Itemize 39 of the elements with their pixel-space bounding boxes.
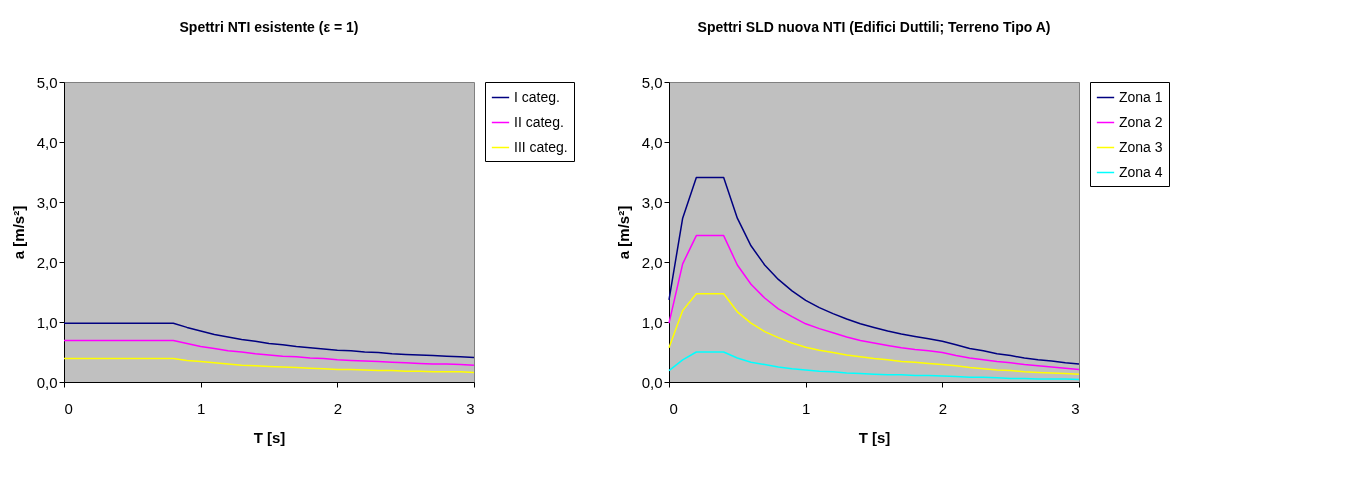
legend-label: Zona 4	[1119, 163, 1163, 180]
y-tick-label: 3,0	[641, 193, 663, 211]
y-tick-label: 1,0	[36, 313, 58, 331]
x-tick-label: 3	[1071, 399, 1080, 417]
legend-label: Zona 3	[1119, 138, 1163, 155]
legend-label: Zona 1	[1119, 88, 1163, 105]
chart-title: Spettri NTI esistente (ε = 1)	[179, 19, 359, 35]
y-tick-label: 4,0	[641, 133, 663, 151]
x-tick-label: 2	[333, 399, 343, 417]
legend-label: II categ.	[514, 113, 564, 130]
line-series	[668, 176, 1080, 365]
x-tick-label: 1	[196, 399, 206, 417]
x-tick-label: 1	[801, 399, 811, 417]
legend-label: Zona 2	[1119, 113, 1163, 130]
x-axis-title: T [s]	[253, 428, 286, 446]
x-tick-label: 2	[938, 399, 948, 417]
line-series	[668, 234, 1080, 371]
y-tick-label: 2,0	[36, 253, 58, 271]
chart-title: Spettri SLD nuova NTI (Edifici Duttili; Terreno Tipo A)	[697, 19, 1051, 35]
x-tick-label: 0	[64, 399, 73, 417]
y-axis-title: a [m/s²]	[9, 205, 27, 260]
x-axis-title: T [s]	[858, 428, 891, 446]
legend-label: III categ.	[514, 138, 568, 155]
line-series	[63, 357, 475, 374]
line-series	[668, 293, 1080, 375]
y-tick-label: 2,0	[641, 253, 663, 271]
x-tick-label: 3	[466, 399, 475, 417]
y-tick-label: 3,0	[36, 193, 58, 211]
x-tick-label: 0	[669, 399, 678, 417]
y-tick-label: 5,0	[36, 73, 58, 91]
line-series	[63, 322, 475, 359]
y-tick-label: 0,0	[36, 373, 58, 391]
y-tick-label: 1,0	[641, 313, 663, 331]
y-tick-label: 0,0	[641, 373, 663, 391]
y-axis-title: a [m/s²]	[614, 205, 632, 260]
y-tick-label: 4,0	[36, 133, 58, 151]
line-series	[63, 339, 475, 366]
y-tick-label: 5,0	[641, 73, 663, 91]
legend-label: I categ.	[514, 88, 560, 105]
